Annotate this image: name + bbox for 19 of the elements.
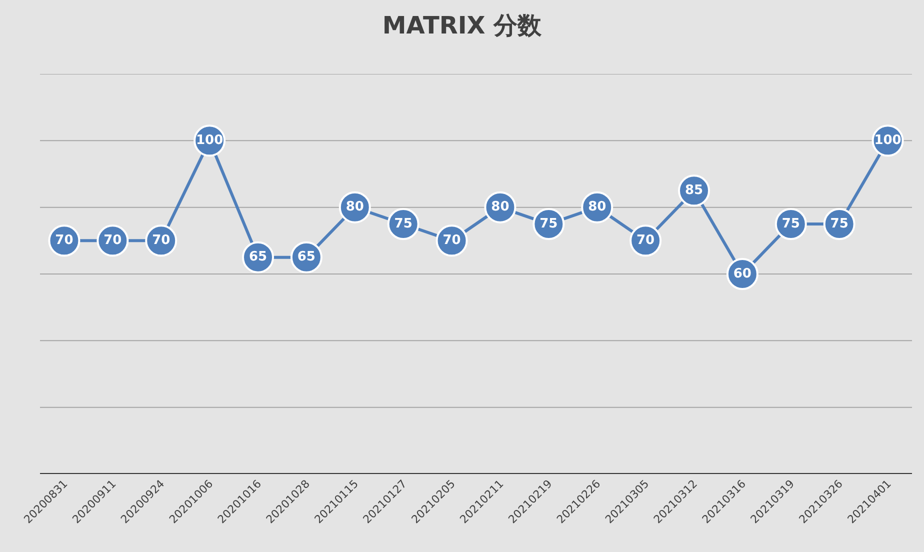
data-label: 60 [733,266,752,282]
data-label: 70 [442,232,461,248]
chart-title: MATRIX 分数 [382,11,543,40]
data-label: 100 [874,132,902,148]
data-label: 80 [491,200,510,215]
data-label: 80 [346,200,364,215]
data-label: 65 [248,250,268,265]
data-label: 70 [55,232,74,248]
data-label: 70 [636,232,655,248]
data-label: 75 [830,216,848,232]
data-label: 80 [588,200,606,215]
data-label: 70 [152,232,170,248]
data-label: 75 [782,216,800,232]
data-label: 70 [104,232,122,248]
data-label: 100 [196,132,224,148]
data-label: 85 [684,182,704,198]
data-label: 75 [540,216,558,232]
data-label: 75 [394,216,412,232]
data-label: 65 [297,250,316,265]
